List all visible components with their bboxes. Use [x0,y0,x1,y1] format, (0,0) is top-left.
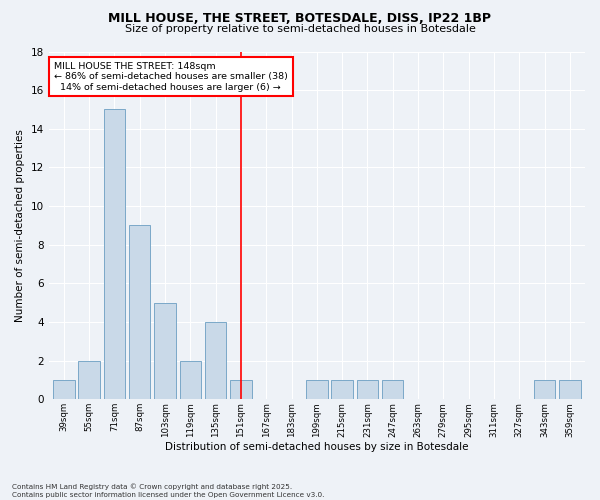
Bar [331,380,353,400]
Bar [230,380,251,400]
Bar [306,380,328,400]
Bar [104,110,125,400]
Bar [154,302,176,400]
Text: Contains HM Land Registry data © Crown copyright and database right 2025.
Contai: Contains HM Land Registry data © Crown c… [12,484,325,498]
Bar [205,322,226,400]
Text: Size of property relative to semi-detached houses in Botesdale: Size of property relative to semi-detach… [125,24,475,34]
Bar [129,226,151,400]
Bar [53,380,74,400]
Bar [79,360,100,400]
Bar [356,380,378,400]
Y-axis label: Number of semi-detached properties: Number of semi-detached properties [15,129,25,322]
Bar [534,380,555,400]
Bar [559,380,581,400]
Text: MILL HOUSE, THE STREET, BOTESDALE, DISS, IP22 1BP: MILL HOUSE, THE STREET, BOTESDALE, DISS,… [109,12,491,26]
Bar [179,360,201,400]
Text: MILL HOUSE THE STREET: 148sqm
← 86% of semi-detached houses are smaller (38)
  1: MILL HOUSE THE STREET: 148sqm ← 86% of s… [54,62,288,92]
Bar [382,380,403,400]
X-axis label: Distribution of semi-detached houses by size in Botesdale: Distribution of semi-detached houses by … [165,442,469,452]
